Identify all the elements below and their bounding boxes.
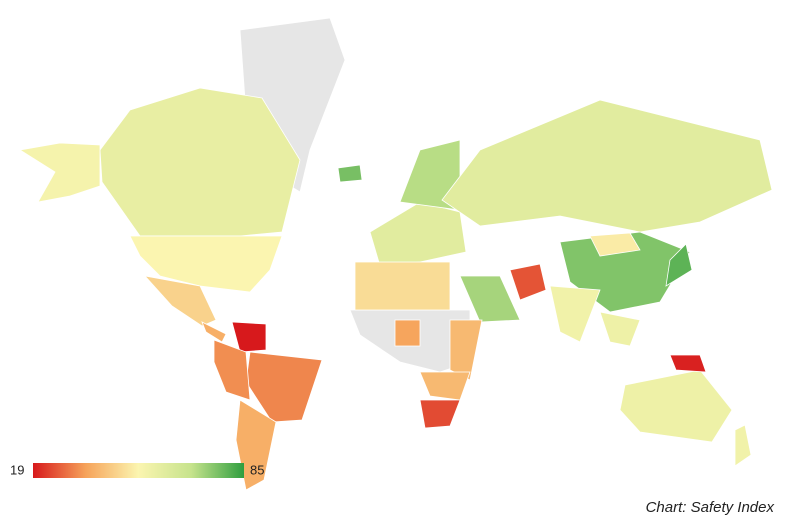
country-region (143, 275, 217, 327)
country-region (549, 285, 601, 343)
country-region (354, 261, 451, 311)
country-region (419, 371, 471, 401)
legend-max: 85 (250, 462, 264, 477)
country-region (459, 275, 521, 323)
country-region (509, 263, 547, 301)
country-region (99, 87, 301, 237)
country-region (129, 235, 283, 293)
regions (18, 87, 773, 491)
country-region (441, 99, 773, 233)
country-region (734, 424, 752, 467)
country-region (235, 399, 277, 491)
country-region (399, 139, 461, 211)
country-region (18, 142, 101, 203)
country-region (619, 369, 733, 443)
country-region (599, 311, 641, 347)
country-region (589, 232, 641, 257)
country-region (419, 399, 461, 429)
country-region (394, 319, 421, 347)
legend-min: 19 (10, 462, 24, 477)
country-region (337, 164, 363, 183)
country-region (449, 319, 483, 381)
chart-caption: Chart: Safety Index (646, 499, 775, 516)
country-region (669, 354, 707, 373)
country-region (201, 321, 227, 343)
country-region (369, 201, 467, 267)
country-region (231, 321, 267, 353)
country-region (213, 339, 251, 401)
country-region (665, 243, 693, 287)
legend-color-bar (33, 463, 244, 478)
